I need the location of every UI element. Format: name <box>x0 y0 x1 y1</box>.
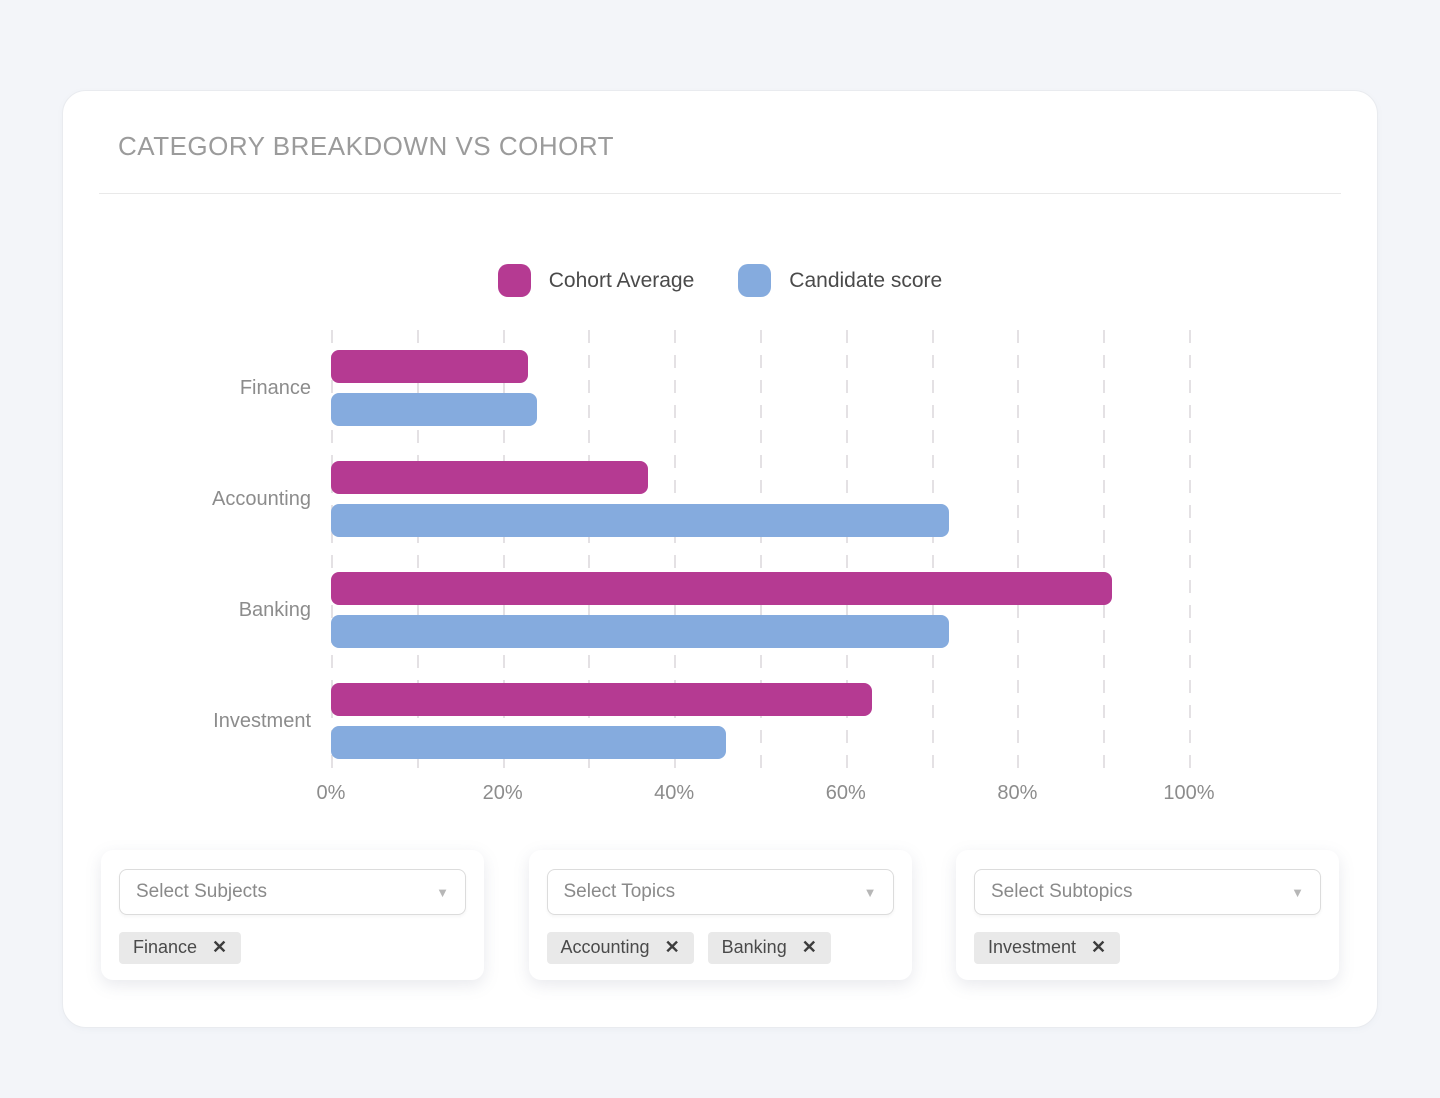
plot-area: Finance Accounting Banking Investment <box>63 330 1377 774</box>
remove-tag-icon[interactable]: ✕ <box>212 937 228 957</box>
subjects-select[interactable]: Select Subjects ▼ <box>119 869 466 915</box>
bar-candidate-score-accounting <box>331 504 949 537</box>
x-axis: 0% 20% 40% 60% 80% 100% <box>63 782 1377 808</box>
bar-candidate-score-banking <box>331 615 949 648</box>
subjects-tags-row: Finance ✕ <box>119 932 466 964</box>
legend-item-cohort-average: Cohort Average <box>497 264 695 297</box>
topics-tags-row: Accounting ✕ Banking ✕ <box>546 932 894 964</box>
gridline <box>416 330 419 774</box>
gridline <box>1189 330 1191 774</box>
subjects-select-placeholder: Select Subjects <box>136 881 267 902</box>
legend-label: Cohort Average <box>548 268 695 292</box>
gridline <box>1017 330 1020 774</box>
bar-cohort-average-accounting <box>331 461 649 494</box>
gridline <box>1103 330 1106 774</box>
category-label-banking: Banking <box>238 598 311 621</box>
gridline <box>331 330 333 774</box>
subtopics-tags-row: Investment ✕ <box>974 932 1321 964</box>
filter-tag-label: Banking <box>721 937 787 957</box>
filter-tag-label: Finance <box>133 937 198 957</box>
gridline <box>502 330 505 774</box>
bars-accounting <box>331 461 1189 537</box>
chart-row-finance: Finance <box>63 350 1377 426</box>
dropdown-arrow-icon: ▼ <box>863 884 877 900</box>
filter-tag-accounting: Accounting ✕ <box>546 932 694 964</box>
remove-tag-icon[interactable]: ✕ <box>801 937 817 957</box>
category-label-investment: Investment <box>213 709 311 732</box>
dropdown-arrow-icon: ▼ <box>1291 884 1304 900</box>
chart-row-banking: Banking <box>63 572 1377 648</box>
topics-select-placeholder: Select Topics <box>563 881 676 902</box>
x-axis-tick-20-: 20% <box>482 782 523 804</box>
topics-select[interactable]: Select Topics ▼ <box>546 869 894 915</box>
category-label-accounting: Accounting <box>212 487 311 510</box>
x-axis-tick-100-: 100% <box>1163 782 1215 804</box>
remove-tag-icon[interactable]: ✕ <box>1091 937 1107 957</box>
gridline <box>931 330 934 774</box>
category-label-finance: Finance <box>239 376 311 399</box>
legend-label: Candidate score <box>789 268 943 292</box>
filter-tag-label: Investment <box>988 937 1077 957</box>
legend-item-candidate-score: Candidate score <box>738 264 942 297</box>
x-axis-tick-0-: 0% <box>316 782 346 804</box>
chart-rows: Finance Accounting Banking Investment <box>63 330 1377 774</box>
dropdown-arrow-icon: ▼ <box>436 884 449 900</box>
gridline <box>674 330 677 774</box>
filter-tag-finance: Finance ✕ <box>119 932 242 964</box>
bars-banking <box>331 572 1189 648</box>
filter-panels: Select Subjects ▼ Finance ✕ Select Topics ▼ Ac… <box>63 850 1377 980</box>
panel-title: CATEGORY BREAKDOWN VS COHORT <box>118 131 615 161</box>
category-breakdown-card: CATEGORY BREAKDOWN VS COHORT Cohort Aver… <box>62 90 1378 1028</box>
subtopics-select[interactable]: Select Subtopics ▼ <box>974 869 1321 915</box>
x-axis-tick-60-: 60% <box>825 782 866 804</box>
bar-cohort-average-investment <box>331 683 872 716</box>
legend-swatch-icon <box>738 264 772 297</box>
bar-candidate-score-finance <box>331 393 537 426</box>
bar-candidate-score-investment <box>331 726 726 759</box>
grid-layer <box>331 330 1191 774</box>
chart-row-investment: Investment <box>63 683 1377 759</box>
filter-tag-banking: Banking ✕ <box>707 932 831 964</box>
bars-finance <box>331 350 1189 426</box>
bar-cohort-average-banking <box>331 572 1112 605</box>
gridline <box>760 330 762 774</box>
subtopics-filter-card: Select Subtopics ▼ Investment ✕ <box>956 850 1339 980</box>
category-bar-chart: Finance Accounting Banking Investment 0% 20%… <box>63 330 1377 808</box>
filter-tag-label: Accounting <box>560 937 650 957</box>
gridline <box>588 330 591 774</box>
legend-swatch-icon <box>497 264 531 297</box>
x-axis-tick-80-: 80% <box>997 782 1038 804</box>
subtopics-select-placeholder: Select Subtopics <box>991 881 1133 902</box>
subjects-filter-card: Select Subjects ▼ Finance ✕ <box>101 850 484 980</box>
header-divider <box>99 193 1341 194</box>
bar-cohort-average-finance <box>331 350 529 383</box>
filter-tag-investment: Investment ✕ <box>974 932 1121 964</box>
topics-filter-card: Select Topics ▼ Accounting ✕ Banking ✕ <box>528 850 912 980</box>
x-axis-tick-40-: 40% <box>654 782 695 804</box>
chart-legend: Cohort Average Candidate score <box>63 264 1377 297</box>
bars-investment <box>331 683 1189 759</box>
chart-row-accounting: Accounting <box>63 461 1377 537</box>
card-header: CATEGORY BREAKDOWN VS COHORT <box>63 91 1377 162</box>
gridline <box>845 330 848 774</box>
remove-tag-icon[interactable]: ✕ <box>664 937 680 957</box>
